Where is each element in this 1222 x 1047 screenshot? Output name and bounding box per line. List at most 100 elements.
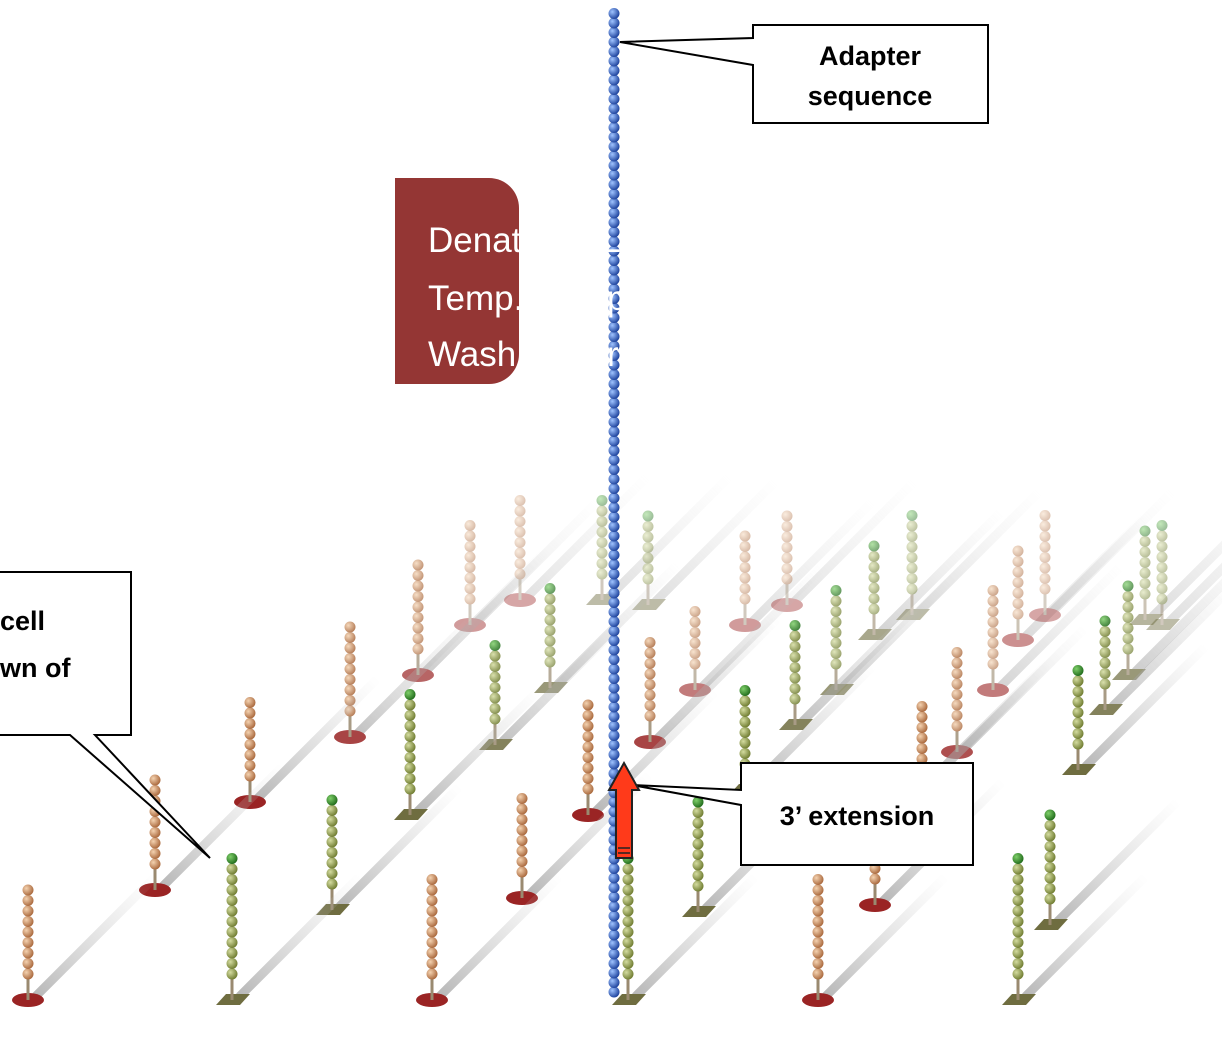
bead	[1122, 591, 1134, 602]
bead	[149, 774, 161, 786]
bead	[692, 817, 704, 829]
bead	[226, 947, 238, 959]
strand-shadow	[651, 476, 781, 606]
strand-base	[504, 593, 536, 607]
bead	[644, 710, 656, 722]
bead	[644, 668, 656, 680]
strand-shadow	[1131, 578, 1222, 676]
bead	[596, 526, 608, 538]
bead	[226, 968, 238, 980]
strand	[1146, 520, 1222, 630]
bead	[404, 783, 416, 795]
bead	[344, 674, 356, 685]
bead	[692, 880, 704, 892]
bead	[608, 673, 620, 684]
bead	[1072, 675, 1084, 687]
strand-shadow	[158, 761, 288, 891]
strand-base	[729, 618, 761, 632]
bead	[464, 551, 476, 563]
bead	[608, 255, 620, 266]
bead	[951, 647, 963, 658]
bead	[404, 710, 416, 721]
bead	[781, 542, 793, 553]
strand	[679, 561, 828, 697]
strand	[632, 476, 781, 610]
bead	[1012, 556, 1024, 567]
bead	[1012, 874, 1024, 885]
bead	[464, 572, 476, 584]
strand-base	[1029, 608, 1061, 622]
bead	[644, 658, 656, 669]
bead	[739, 551, 751, 563]
bead	[739, 530, 751, 542]
bead	[608, 245, 620, 257]
bead	[987, 648, 999, 659]
bead	[608, 350, 620, 361]
bead	[514, 516, 526, 527]
bead	[608, 939, 620, 950]
bead	[544, 604, 556, 615]
bead	[404, 731, 416, 742]
bead	[412, 633, 424, 644]
bead	[608, 492, 620, 504]
bead	[622, 916, 634, 927]
bead	[344, 653, 356, 664]
bead	[226, 926, 238, 938]
strand-shadow	[605, 471, 735, 601]
bead	[226, 895, 238, 906]
bead	[830, 658, 842, 670]
bead	[608, 701, 620, 713]
strand-shadow	[821, 871, 951, 1001]
bead	[868, 551, 880, 562]
bead	[596, 537, 608, 548]
bead	[608, 84, 620, 95]
bead	[1012, 566, 1024, 578]
bead	[582, 710, 594, 721]
bead	[344, 621, 356, 633]
bead	[789, 672, 801, 684]
bead	[739, 593, 751, 605]
bead	[149, 816, 161, 828]
bead	[544, 646, 556, 657]
bead	[916, 711, 928, 723]
strand-shadow	[435, 871, 565, 1001]
bead	[1012, 905, 1024, 917]
bead	[1039, 520, 1051, 532]
bead	[739, 541, 751, 552]
bead	[987, 637, 999, 649]
bead	[812, 905, 824, 917]
callout-text: 3’ extension	[780, 801, 935, 831]
bead	[404, 699, 416, 711]
bead	[830, 616, 842, 628]
bead	[608, 207, 620, 219]
bead	[987, 585, 999, 596]
bead	[987, 616, 999, 628]
bead	[1044, 872, 1056, 884]
bead	[608, 540, 620, 551]
strand	[1002, 853, 1151, 1005]
bead	[739, 583, 751, 594]
bead	[464, 541, 476, 552]
bead	[1039, 562, 1051, 574]
bead	[426, 947, 438, 959]
bead	[644, 679, 656, 690]
bead	[830, 595, 842, 607]
bead	[608, 103, 620, 114]
info-box-bg	[395, 178, 455, 384]
bead	[608, 74, 620, 86]
bead	[244, 718, 256, 729]
bead	[781, 573, 793, 585]
bead	[226, 874, 238, 885]
bead	[906, 541, 918, 553]
bead	[951, 678, 963, 690]
bead	[326, 794, 338, 806]
bead	[830, 648, 842, 659]
bead	[1156, 562, 1168, 573]
bead	[644, 700, 656, 711]
bead	[987, 658, 999, 670]
bead	[1012, 926, 1024, 938]
bead	[608, 578, 620, 589]
bead	[692, 828, 704, 839]
bead	[951, 689, 963, 700]
adapter-strand	[608, 8, 620, 998]
